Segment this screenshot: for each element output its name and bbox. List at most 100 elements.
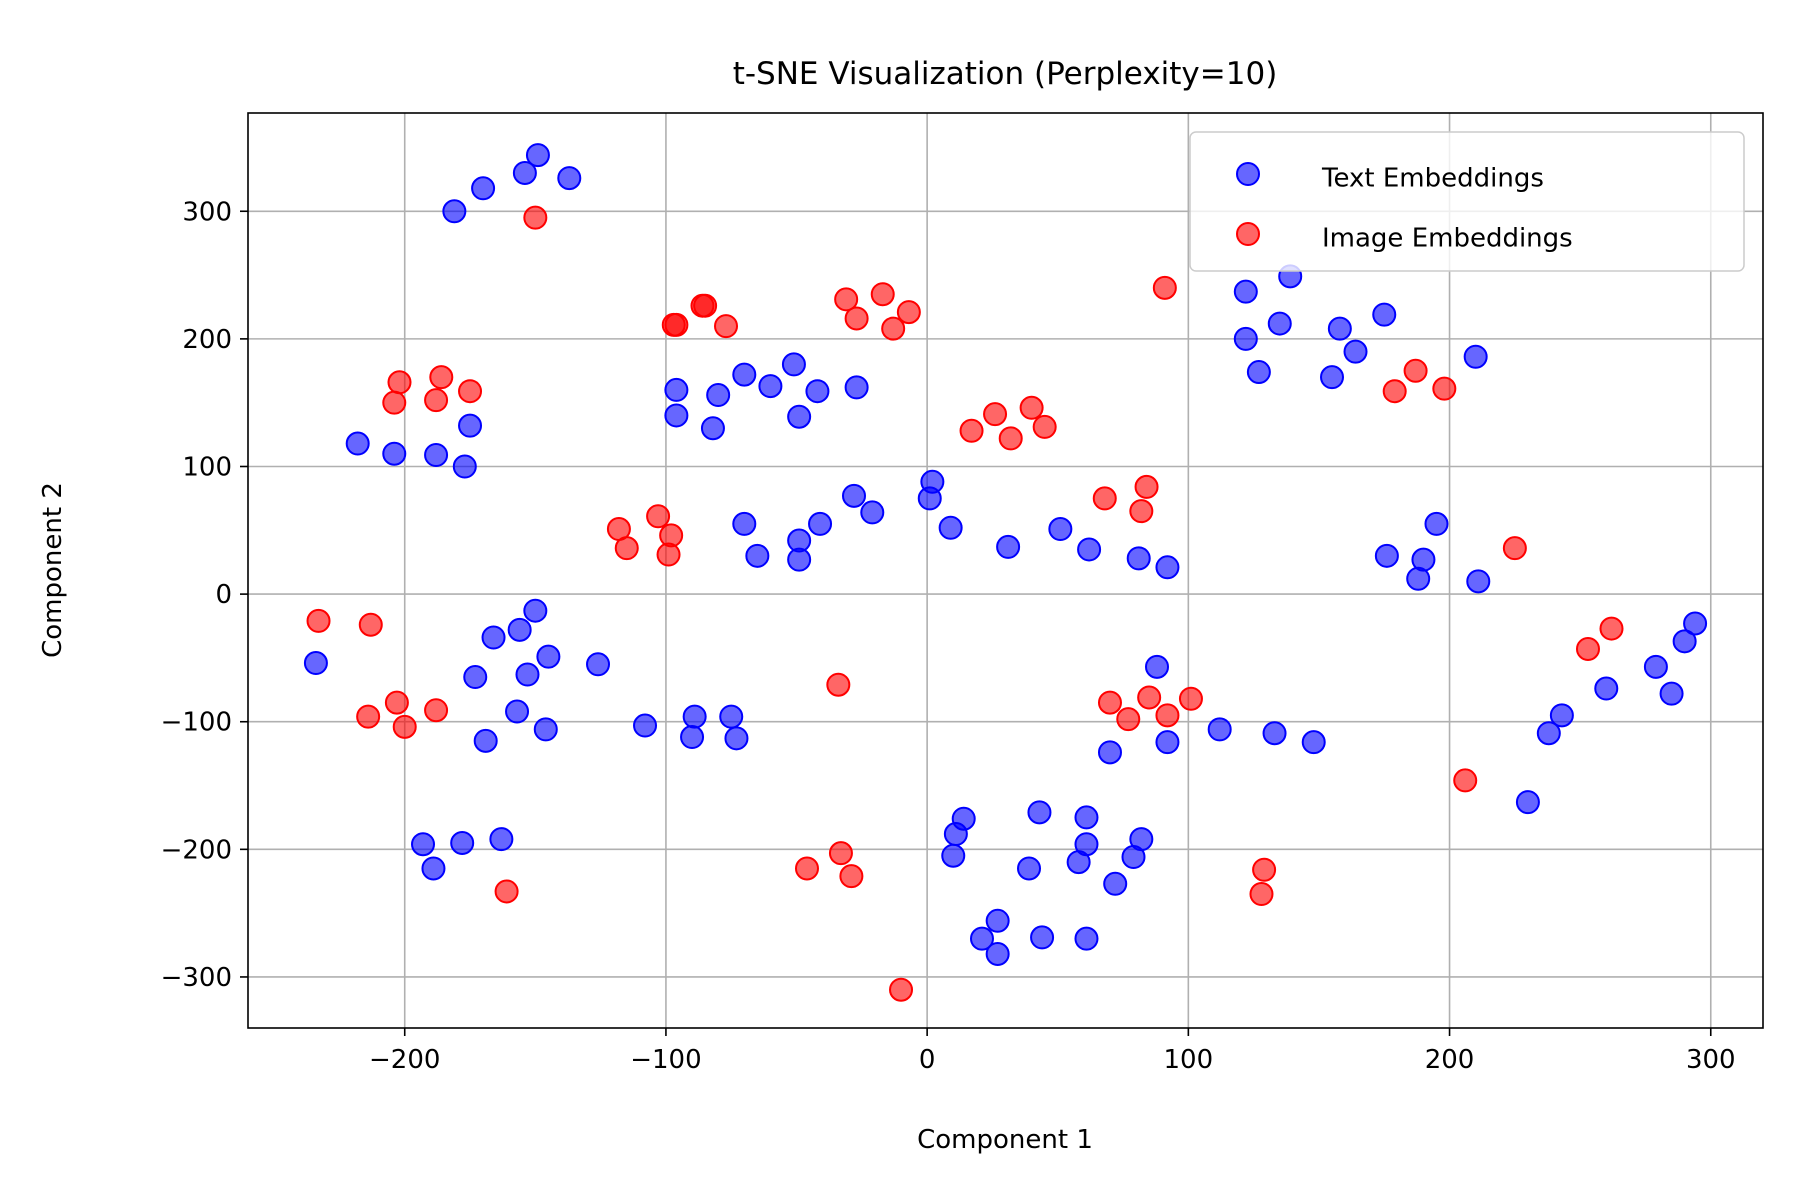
text-embedding-point [1320,365,1345,390]
text-embedding-point [1327,316,1352,341]
data-points [303,143,1708,1002]
x-tick-label: 100 [1164,1045,1214,1075]
text-embedding-point [533,717,558,742]
image-embedding-point [429,365,454,390]
text-embedding-point [1594,676,1619,701]
text-embedding-point [1066,850,1091,875]
image-embedding-point [1152,275,1177,300]
image-embedding-point [358,612,383,637]
text-embedding-point [1683,611,1708,636]
text-embedding-point [525,143,550,168]
image-embedding-point [1019,395,1044,420]
image-embedding-point [1134,474,1159,499]
plot-frame [247,112,1764,1029]
image-embedding-point [1599,616,1624,641]
text-embedding-point [781,352,806,377]
text-embedding-point [489,827,514,852]
axis-ticks: −200 −100 0 100 200 300 −300 −200 −100 0 100 200 300 [161,197,1736,1075]
text-embedding-point [450,830,475,855]
image-embedding-point [896,300,921,325]
image-embedding-point [392,714,417,739]
image-embedding-point [494,879,519,904]
text-embedding-point [1027,800,1052,825]
image-embedding-point [387,370,412,395]
image-embedding-point [356,704,381,729]
text-embedding-point [1048,517,1073,542]
image-embedding-point [870,282,895,307]
image-embedding-point [384,690,409,715]
x-axis-label: Component 1 [917,1125,1093,1155]
text-embedding-point [969,926,994,951]
text-embedding-point [943,822,968,847]
y-tick-label: 0 [215,580,232,610]
text-embedding-point [1267,311,1292,336]
text-embedding-point [860,500,885,525]
image-embedding-point [1403,358,1428,383]
image-embedding-point [1382,379,1407,404]
image-embedding-point [828,841,853,866]
text-embedding-point [345,431,370,456]
chart-title: t-SNE Visualization (Perplexity=10) [733,56,1278,92]
legend-label-image: Image Embeddings [1322,224,1573,254]
y-tick-label: −200 [161,835,232,865]
image-embeddings-series [306,205,1624,1002]
text-embedding-point [1097,740,1122,765]
image-embedding-point [998,426,1023,451]
image-embedding-point [1575,636,1600,661]
text-embedding-point [1233,326,1258,351]
text-embedding-point [1343,339,1368,364]
text-embedding-point [411,832,436,857]
image-embedding-point [523,205,548,230]
image-embedding-point [693,293,718,318]
x-tick-label: 0 [919,1045,936,1075]
text-embedding-point [1372,302,1397,327]
text-embedding-point [917,486,942,511]
text-embedding-point [1155,730,1180,755]
text-embedding-point [700,416,725,441]
image-embedding-point [1092,486,1117,511]
legend-label-text: Text Embeddings [1321,164,1544,194]
text-embedding-point [1129,827,1154,852]
image-embedding-point [881,316,906,341]
text-embedding-point [808,511,833,536]
text-embedding-point [1672,629,1697,654]
text-embedding-point [512,160,537,185]
x-tick-label: −100 [630,1045,701,1075]
text-embedding-point [442,199,467,224]
image-embedding-point [714,314,739,339]
text-embedding-point [1074,805,1099,830]
image-embedding-point [1252,857,1277,882]
text-embedding-point [1301,730,1326,755]
image-embedding-point [839,864,864,889]
text-embedding-point [1659,681,1684,706]
text-embedding-point [1466,569,1491,594]
text-embedding-point [938,515,963,540]
legend-marker-text [1236,162,1260,186]
text-embedding-point [536,644,561,669]
image-embedding-point [646,504,671,529]
image-embedding-point [1032,414,1057,439]
text-embedding-point [382,441,407,466]
text-embedding-point [985,908,1010,933]
text-embedding-point [745,543,770,568]
text-embedding-point [586,652,611,677]
image-embedding-point [656,542,681,567]
text-embedding-point [758,374,783,399]
x-tick-label: −200 [369,1045,440,1075]
image-embedding-point [1453,768,1478,793]
text-embedding-point [303,651,328,676]
text-embedding-point [1155,555,1180,580]
legend-box [1189,131,1745,272]
text-embedding-point [1406,566,1431,591]
text-embedding-point [844,375,869,400]
text-embedding-point [787,404,812,429]
text-embedding-point [664,377,689,402]
image-embedding-point [1137,685,1162,710]
image-embedding-point [889,977,914,1002]
image-embedding-point [1178,686,1203,711]
image-embedding-point [664,312,689,337]
text-embedding-point [1246,360,1271,385]
image-embedding-point [1502,536,1527,561]
image-embedding-point [983,402,1008,427]
